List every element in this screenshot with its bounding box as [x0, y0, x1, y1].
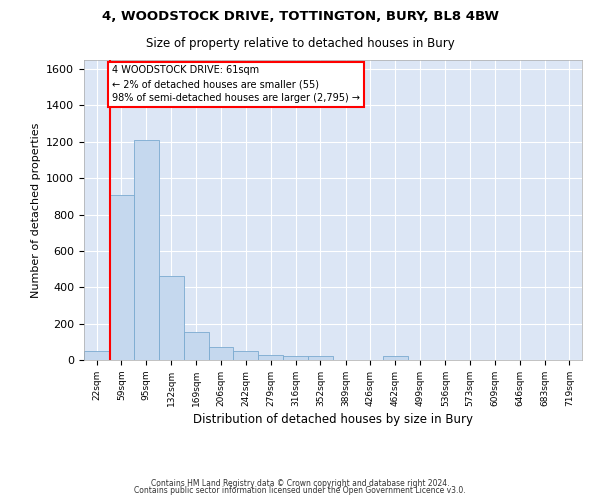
Bar	[383, 356, 407, 360]
X-axis label: Distribution of detached houses by size in Bury: Distribution of detached houses by size …	[193, 413, 473, 426]
Bar	[209, 348, 233, 360]
Bar	[184, 332, 209, 360]
Text: Contains public sector information licensed under the Open Government Licence v3: Contains public sector information licen…	[134, 486, 466, 495]
Text: 4, WOODSTOCK DRIVE, TOTTINGTON, BURY, BL8 4BW: 4, WOODSTOCK DRIVE, TOTTINGTON, BURY, BL…	[101, 10, 499, 23]
Y-axis label: Number of detached properties: Number of detached properties	[31, 122, 41, 298]
Bar	[109, 194, 134, 360]
Text: Contains HM Land Registry data © Crown copyright and database right 2024.: Contains HM Land Registry data © Crown c…	[151, 478, 449, 488]
Bar	[84, 351, 109, 360]
Bar	[308, 356, 333, 360]
Text: Size of property relative to detached houses in Bury: Size of property relative to detached ho…	[146, 38, 454, 51]
Bar	[158, 276, 184, 360]
Text: 4 WOODSTOCK DRIVE: 61sqm
← 2% of detached houses are smaller (55)
98% of semi-de: 4 WOODSTOCK DRIVE: 61sqm ← 2% of detache…	[112, 66, 360, 104]
Bar	[134, 140, 158, 360]
Bar	[233, 351, 259, 360]
Bar	[283, 356, 308, 360]
Bar	[259, 354, 283, 360]
